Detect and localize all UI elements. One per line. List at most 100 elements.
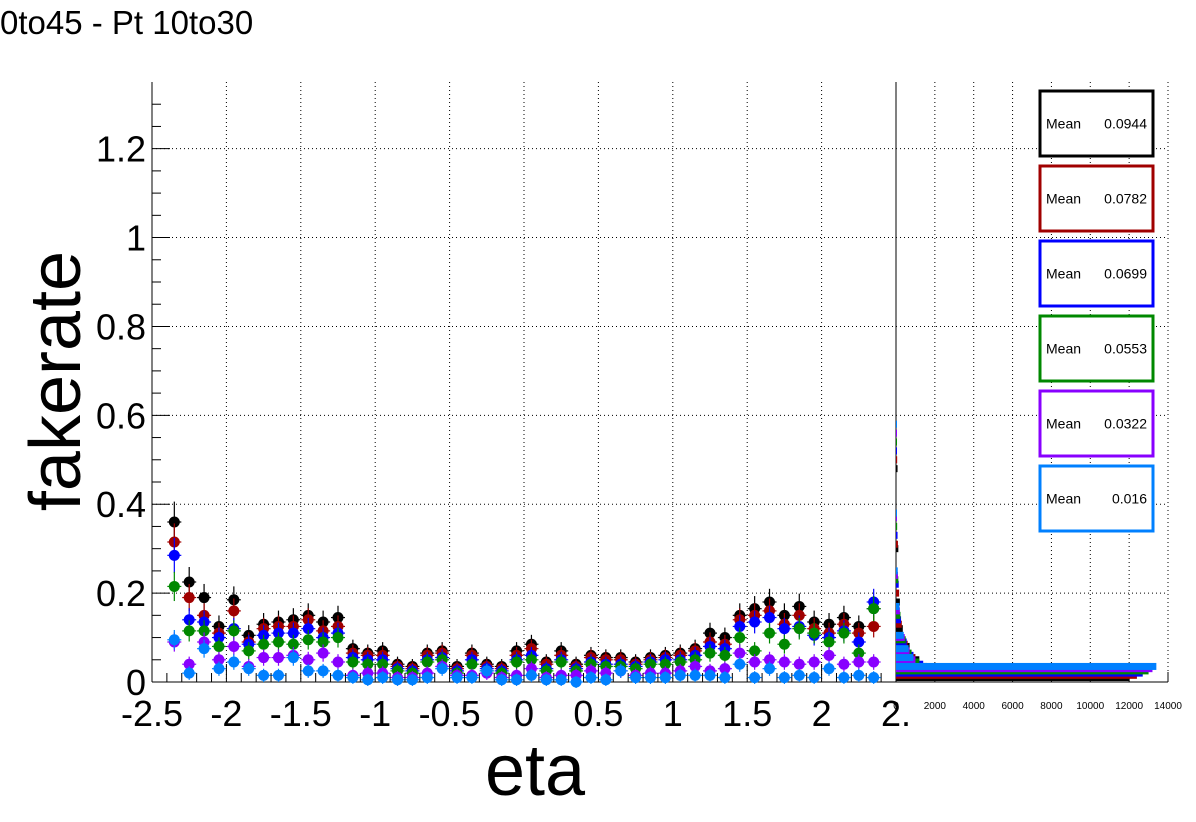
data-point (540, 674, 552, 686)
data-point (406, 674, 418, 686)
data-point (421, 656, 433, 668)
stat-box-1: Mean 0.0782 (1038, 164, 1155, 233)
hist-bar (896, 514, 897, 522)
stat-box-0: Mean 0.0944 (1038, 89, 1155, 158)
data-point (213, 640, 225, 652)
hist-bar (896, 456, 898, 464)
hist-bar (896, 654, 914, 662)
data-point (764, 612, 776, 624)
data-point (272, 669, 284, 681)
data-point (719, 672, 731, 684)
data-point (332, 632, 344, 644)
x-tick-label: -0.5 (419, 693, 481, 734)
data-point (734, 658, 746, 670)
data-point (853, 636, 865, 648)
hist-bar (896, 447, 897, 455)
y-tick-label: 0 (126, 662, 146, 703)
data-point (168, 549, 180, 561)
data-point (659, 658, 671, 670)
data-point (213, 663, 225, 675)
data-point (451, 672, 463, 684)
data-point (317, 636, 329, 648)
data-point (764, 663, 776, 675)
data-point (853, 656, 865, 668)
stat-mean-label: Mean (1046, 266, 1081, 282)
data-point (808, 627, 820, 639)
data-point (600, 674, 612, 686)
x-tick-label: 0.5 (573, 693, 623, 734)
data-point (764, 654, 776, 666)
data-point (793, 669, 805, 681)
y-tick-label: 0.4 (96, 484, 146, 525)
hist-bar (896, 580, 899, 588)
data-point (838, 672, 850, 684)
stat-mean-label: Mean (1046, 491, 1081, 507)
data-point (868, 603, 880, 615)
hist-x-tick-label: 2000 (924, 701, 947, 712)
data-point (838, 627, 850, 639)
data-point (793, 658, 805, 670)
stat-mean-label: Mean (1046, 416, 1081, 432)
data-point (674, 669, 686, 681)
stat-mean-value: 0.016 (1112, 491, 1147, 507)
hist-bar (896, 571, 898, 579)
data-point (168, 580, 180, 592)
hist-x-tick-label: 12000 (1115, 701, 1143, 712)
data-point (183, 667, 195, 679)
hist-bar (896, 522, 898, 530)
data-point (644, 658, 656, 670)
y-tick-label: 1 (126, 218, 146, 259)
hist-bar (896, 465, 898, 473)
data-point (793, 623, 805, 635)
chart-title: 0to45 - Pt 10to30 (0, 4, 254, 41)
hist-bar (896, 625, 903, 633)
data-series (167, 501, 881, 688)
stat-box-5: Mean 0.016 (1038, 464, 1155, 533)
data-point (749, 616, 761, 628)
data-point (332, 669, 344, 681)
data-point (868, 672, 880, 684)
data-point (302, 665, 314, 677)
data-point (481, 665, 493, 677)
data-point (719, 649, 731, 661)
x-tick-label: 1.5 (722, 693, 772, 734)
stat-box-frame (1038, 239, 1155, 308)
series-0 (167, 501, 881, 674)
series-5 (167, 629, 881, 688)
hist-bar (896, 540, 898, 548)
data-point (659, 672, 671, 684)
hist-bar (896, 509, 897, 517)
data-point (570, 676, 582, 688)
x-tick-label: 0 (514, 693, 534, 734)
y-tick-label: 1.2 (96, 129, 146, 170)
data-point (778, 656, 790, 668)
stat-box-frame (1038, 314, 1155, 383)
data-point (823, 663, 835, 675)
x-tick-label: -1 (359, 693, 391, 734)
hist-bar (896, 589, 900, 597)
data-point (823, 649, 835, 661)
stat-mean-value: 0.0944 (1104, 116, 1147, 132)
x-tick-label: -2 (210, 693, 242, 734)
data-point (302, 654, 314, 666)
data-point (258, 652, 270, 664)
grid-lines (152, 82, 1169, 682)
hist-bar (896, 662, 1157, 670)
hist-bar (896, 545, 899, 553)
hist-bar (896, 611, 901, 619)
hist-bar (896, 616, 902, 624)
data-point (734, 647, 746, 659)
data-point (258, 669, 270, 681)
data-point (644, 672, 656, 684)
data-point (615, 665, 627, 677)
x-tick-label: -2.5 (121, 693, 183, 734)
data-point (555, 674, 567, 686)
stat-mean-label: Mean (1046, 341, 1081, 357)
stat-mean-value: 0.0553 (1104, 341, 1147, 357)
data-point (243, 663, 255, 675)
data-point (183, 658, 195, 670)
stat-mean-value: 0.0699 (1104, 266, 1147, 282)
hist-bar (896, 620, 902, 628)
data-point (838, 658, 850, 670)
